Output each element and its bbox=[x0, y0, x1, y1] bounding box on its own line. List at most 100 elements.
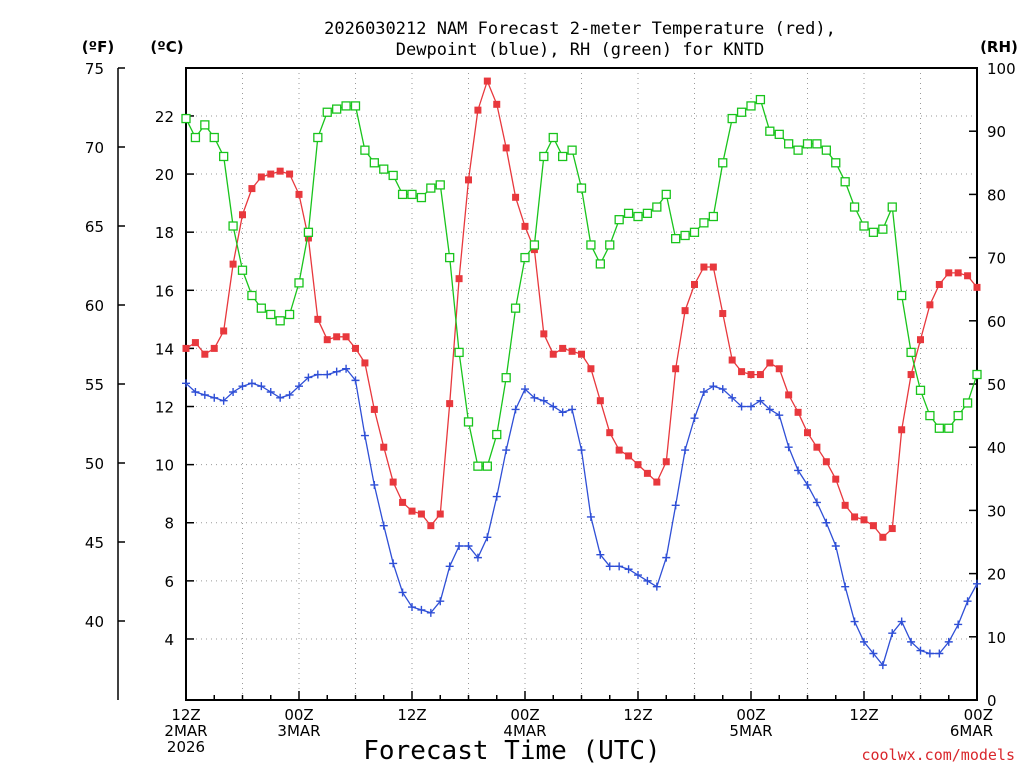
rh-tick-label: 20 bbox=[987, 566, 1006, 584]
data-point-rh bbox=[623, 208, 634, 219]
fahrenheit-tick-label: 75 bbox=[85, 60, 104, 78]
data-point-rh bbox=[718, 158, 728, 168]
data-point-temperature bbox=[625, 452, 633, 460]
x-tick-label: 00Z bbox=[284, 706, 313, 724]
data-point-dewpoint bbox=[747, 402, 755, 411]
data-point-rh bbox=[962, 398, 973, 408]
data-point-dewpoint bbox=[690, 414, 699, 423]
data-point-rh bbox=[831, 158, 841, 168]
data-point-rh bbox=[548, 132, 558, 143]
data-point-rh bbox=[294, 278, 304, 288]
rh-tick-label: 50 bbox=[987, 376, 1006, 394]
data-point-rh bbox=[284, 309, 295, 320]
data-point-rh bbox=[812, 139, 822, 149]
celsius-tick-label: 14 bbox=[155, 340, 174, 358]
data-point-rh bbox=[247, 290, 257, 301]
data-point-dewpoint bbox=[737, 402, 746, 411]
data-point-dewpoint bbox=[831, 541, 840, 550]
data-point-dewpoint bbox=[426, 608, 435, 617]
data-point-rh bbox=[463, 417, 474, 427]
fahrenheit-tick-label: 45 bbox=[85, 534, 104, 552]
data-point-dewpoint bbox=[351, 376, 360, 385]
chart-title-line-2: Dewpoint (blue), RH (green) for KNTD bbox=[396, 40, 764, 60]
data-point-temperature bbox=[662, 458, 670, 466]
x-tick-label: 12Z bbox=[171, 706, 200, 724]
data-point-temperature bbox=[286, 170, 294, 178]
data-point-rh bbox=[802, 139, 813, 149]
data-point-temperature bbox=[634, 461, 642, 469]
data-point-dewpoint bbox=[464, 541, 473, 550]
data-point-rh bbox=[473, 461, 483, 471]
data-point-rh bbox=[784, 139, 794, 149]
data-point-dewpoint bbox=[775, 411, 784, 420]
data-point-dewpoint bbox=[718, 385, 727, 394]
data-point-temperature bbox=[700, 263, 708, 271]
x-tick-label: 12Z bbox=[849, 706, 878, 724]
data-point-temperature bbox=[295, 190, 303, 198]
fahrenheit-axis-unit: (ºF) bbox=[82, 38, 114, 56]
data-point-dewpoint bbox=[229, 387, 238, 396]
data-point-dewpoint bbox=[379, 521, 388, 530]
rh-tick-label: 100 bbox=[987, 60, 1016, 78]
data-point-dewpoint bbox=[709, 382, 718, 391]
data-point-temperature bbox=[239, 211, 246, 219]
data-point-rh bbox=[454, 347, 464, 358]
data-point-temperature bbox=[851, 513, 859, 521]
data-point-temperature bbox=[681, 307, 689, 315]
celsius-tick-label: 16 bbox=[155, 282, 174, 300]
data-point-dewpoint bbox=[812, 498, 821, 507]
data-point-temperature bbox=[257, 173, 265, 181]
data-point-dewpoint bbox=[794, 466, 803, 475]
source-credit: coolwx.com/models bbox=[861, 746, 1015, 764]
data-point-dewpoint bbox=[935, 649, 944, 658]
data-point-dewpoint bbox=[360, 431, 369, 440]
data-point-dewpoint bbox=[521, 385, 529, 394]
data-point-rh bbox=[388, 170, 398, 181]
data-point-dewpoint bbox=[850, 617, 859, 626]
celsius-tick-label: 18 bbox=[155, 224, 174, 242]
rh-tick-label: 10 bbox=[987, 629, 1006, 647]
data-point-dewpoint bbox=[671, 501, 680, 510]
data-point-dewpoint bbox=[313, 370, 322, 379]
data-point-temperature bbox=[182, 344, 190, 352]
axes: 40 45 50 55 60 65 70 75 4 6 8 10 12 14 16 18 20 22 0 10 20 30… bbox=[85, 60, 1016, 756]
data-point-rh bbox=[925, 410, 935, 421]
data-point-temperature bbox=[804, 429, 811, 437]
data-point-temperature bbox=[935, 280, 943, 288]
data-point-rh bbox=[445, 252, 455, 263]
data-point-temperature bbox=[267, 170, 275, 178]
data-point-dewpoint bbox=[615, 562, 624, 571]
data-point-temperature bbox=[446, 400, 454, 408]
data-point-temperature bbox=[314, 315, 322, 323]
data-point-rh bbox=[492, 429, 502, 440]
fahrenheit-tick-label: 50 bbox=[85, 455, 104, 473]
data-point-temperature bbox=[907, 371, 915, 379]
data-point-temperature bbox=[361, 359, 369, 367]
data-point-temperature bbox=[540, 330, 548, 338]
data-point-temperature bbox=[766, 359, 774, 367]
data-point-dewpoint bbox=[907, 637, 916, 646]
data-point-temperature bbox=[841, 501, 849, 509]
data-point-temperature bbox=[756, 371, 764, 379]
data-point-dewpoint bbox=[586, 512, 595, 521]
data-point-rh bbox=[849, 202, 860, 212]
data-point-temperature bbox=[578, 350, 585, 358]
data-point-temperature bbox=[785, 391, 793, 399]
data-point-temperature bbox=[606, 429, 614, 437]
data-point-dewpoint bbox=[257, 382, 266, 391]
data-point-temperature bbox=[954, 269, 962, 277]
data-point-temperature bbox=[964, 272, 972, 280]
data-point-temperature bbox=[888, 525, 896, 533]
data-point-temperature bbox=[709, 263, 717, 271]
data-point-temperature bbox=[728, 356, 736, 364]
data-point-rh bbox=[671, 233, 681, 244]
data-point-rh bbox=[605, 240, 615, 250]
celsius-tick-label: 22 bbox=[155, 108, 174, 126]
data-point-dewpoint bbox=[304, 373, 313, 382]
fahrenheit-tick-label: 40 bbox=[85, 613, 104, 631]
data-point-rh bbox=[219, 151, 229, 162]
data-point-dewpoint bbox=[389, 559, 398, 568]
data-point-dewpoint bbox=[897, 617, 906, 626]
data-point-rh bbox=[510, 303, 521, 313]
